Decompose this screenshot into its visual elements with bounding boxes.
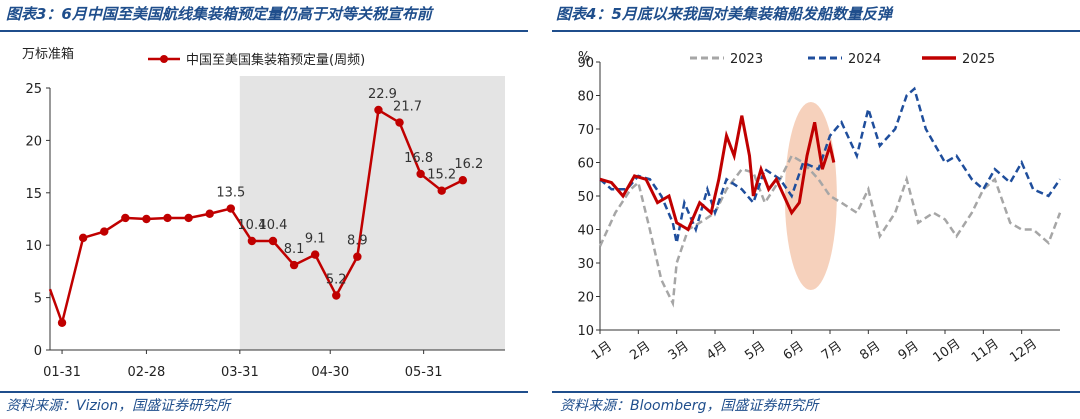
right-series-line-2023 [598, 154, 1062, 308]
left-axes: 0 5 10 15 20 25 01-31 02-28 03-31 04-30 05-31 [25, 82, 505, 380]
right-series-lines [598, 86, 1062, 308]
right-legend-label: 2025 [962, 52, 995, 67]
left-data-label: 5.2 [326, 273, 347, 288]
left-data-point [374, 105, 383, 115]
left-data-label: 10.4 [259, 218, 288, 233]
left-data-point [100, 227, 109, 236]
right-x-tick-label: 4月 [704, 339, 730, 363]
right-y-tick-label: 20 [577, 291, 594, 306]
right-y-tick-label: 90 [577, 56, 594, 71]
right-y-tick-label: 60 [577, 157, 594, 172]
left-data-labels: 13.5 10.410.4 8.19.1 5.2 8.9 22.921.7 16.8 15.2… [216, 87, 483, 287]
right-series-line-2025 [599, 115, 836, 232]
left-y-tick-label: 25 [25, 82, 42, 97]
left-x-tick-label: 01-31 [43, 365, 81, 380]
right-x-tick-label: 8月 [857, 339, 883, 363]
left-data-label: 8.1 [284, 242, 305, 257]
right-series-line-2024 [599, 86, 1062, 244]
left-data-point [247, 236, 257, 246]
right-source-note: 资料来源：Bloomberg，国盛证券研究所 [560, 398, 819, 414]
left-data-label: 10.4 [237, 218, 266, 233]
left-data-point [184, 213, 193, 223]
left-data-label: 15.2 [427, 168, 456, 183]
left-y-tick-label: 15 [25, 187, 42, 202]
right-source-rule [552, 391, 1080, 393]
left-source-note: 资料来源：Vizion，国盛证券研究所 [6, 398, 231, 414]
right-x-tick-label: 10月 [931, 337, 964, 366]
right-x-tick-label: 1月 [589, 339, 615, 363]
right-legend: 2023 2024 2025 [690, 52, 995, 67]
left-data-label: 8.9 [347, 234, 368, 249]
left-data-point [332, 291, 341, 300]
left-y-tick-label: 10 [25, 239, 42, 254]
left-figure-title: 图表3：6月中国至美国航线集装箱预定量仍高于对等关税宣布前 [6, 5, 432, 23]
left-x-tick-label: 04-30 [311, 365, 349, 380]
left-data-label: 16.8 [404, 151, 433, 166]
left-data-point [310, 250, 320, 259]
left-legend: 中国至美国集装箱预定量(周频) [148, 52, 365, 68]
right-x-tick-label: 11月 [969, 337, 1002, 366]
right-y-tick-label: 70 [577, 123, 594, 138]
left-x-tick-label: 05-31 [405, 365, 443, 380]
left-shaded-region [239, 76, 505, 350]
left-data-point [353, 252, 362, 261]
left-data-label: 22.9 [368, 87, 397, 102]
right-x-tick-label: 12月 [1007, 337, 1040, 366]
left-data-point [57, 318, 67, 327]
left-data-point [458, 176, 468, 185]
left-data-point [163, 213, 172, 223]
right-title-rule [552, 30, 1080, 32]
left-data-point [78, 233, 88, 243]
left-title-rule [0, 30, 528, 32]
left-x-tick-label: 02-28 [128, 365, 166, 380]
right-figure-title: 图表4：5月底以来我国对美集装箱船发船数量反弹 [556, 5, 892, 23]
left-data-point [268, 236, 278, 246]
left-legend-swatch-marker [160, 55, 168, 63]
left-data-label: 16.2 [454, 157, 483, 172]
left-data-point [142, 214, 151, 224]
left-y-tick-label: 0 [34, 344, 42, 359]
right-x-tick-label: 2月 [627, 339, 653, 363]
left-y-tick-label: 20 [25, 134, 42, 149]
right-legend-label: 2024 [848, 52, 881, 67]
left-data-point [121, 213, 130, 223]
right-y-tick-label: 10 [577, 324, 594, 339]
left-legend-label: 中国至美国集装箱预定量(周频) [186, 52, 365, 68]
right-y-tick-label: 40 [577, 224, 594, 239]
left-x-tick-label: 03-31 [221, 365, 259, 380]
left-data-point [289, 260, 299, 270]
right-x-tick-label: 6月 [781, 339, 807, 363]
right-x-tick-label: 9月 [896, 339, 922, 363]
left-series-points [57, 105, 468, 327]
left-data-point [395, 118, 404, 127]
right-legend-label: 2023 [730, 52, 763, 67]
left-data-point [416, 169, 425, 179]
left-line-chart: 0 5 10 15 20 25 01-31 02-28 03-31 04-30 05-31 13.5… [22, 46, 505, 380]
left-y-tick-label: 5 [34, 292, 42, 307]
left-data-label: 21.7 [393, 100, 422, 115]
left-data-point [226, 204, 235, 213]
right-y-axis-label: % [578, 50, 590, 65]
right-y-tick-label: 30 [577, 257, 594, 272]
right-highlight-ellipse [784, 102, 837, 290]
right-y-tick-label: 80 [577, 90, 594, 105]
left-data-point [205, 209, 214, 218]
left-data-label: 9.1 [305, 232, 326, 247]
right-x-tick-label: 3月 [666, 339, 692, 363]
left-source-rule [0, 391, 528, 393]
right-y-tick-label: 50 [577, 190, 594, 205]
left-data-point [437, 186, 446, 195]
right-x-tick-label: 5月 [742, 339, 768, 363]
left-data-label: 13.5 [216, 186, 245, 201]
right-x-tick-label: 7月 [819, 339, 845, 363]
left-y-axis-label: 万标准箱 [22, 46, 74, 62]
